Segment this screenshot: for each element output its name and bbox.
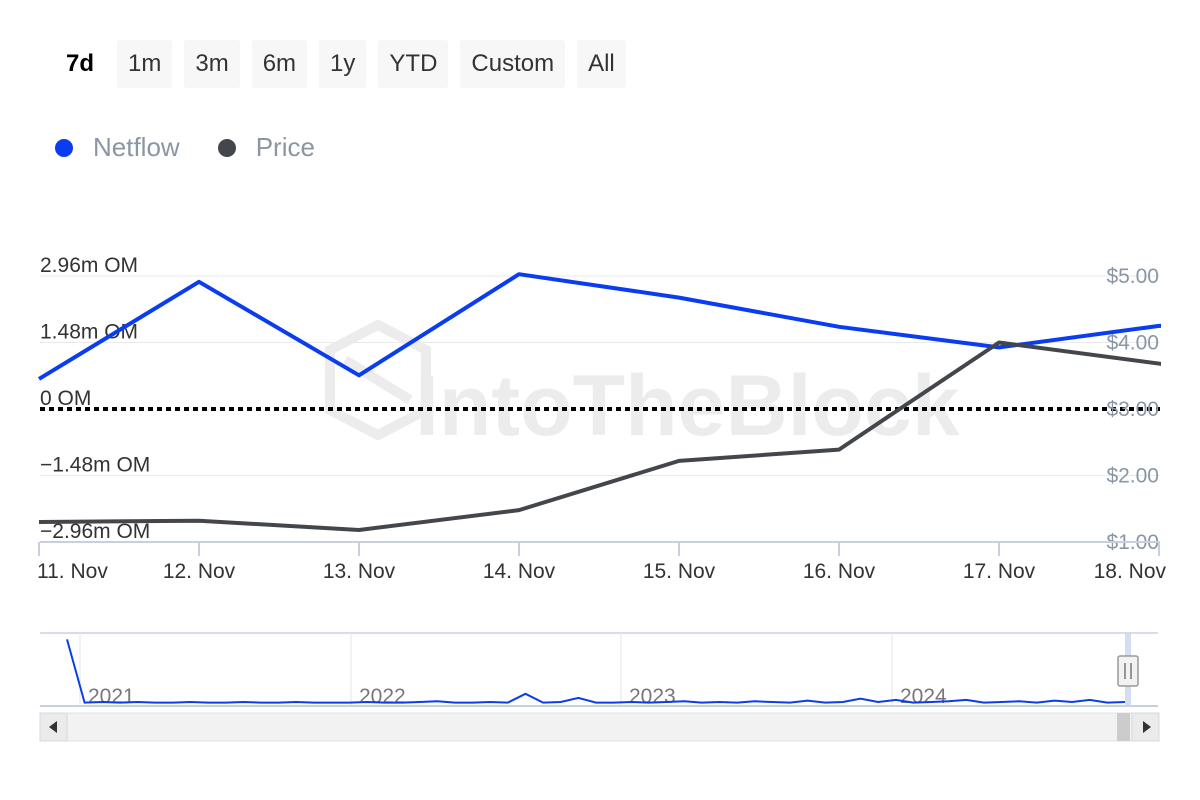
legend-item-netflow[interactable]: Netflow	[55, 132, 180, 163]
y-right-tick-label: $4.00	[1106, 332, 1159, 355]
y-left-tick-label: −2.96m OM	[40, 520, 150, 543]
watermark-text: IntoTheBlock	[415, 358, 960, 454]
range-button-1m[interactable]: 1m	[117, 40, 173, 88]
x-tick-label: 18. Nov	[1094, 560, 1167, 583]
navigator-year-label: 2023	[629, 685, 676, 708]
scrollbar[interactable]	[39, 712, 1160, 742]
series-line-price	[38, 340, 1192, 532]
x-tick-label: 13. Nov	[323, 560, 396, 583]
scroll-left-arrow-icon	[49, 721, 57, 733]
navigator-handle[interactable]	[1117, 655, 1139, 687]
navigator-year-label: 2021	[88, 685, 135, 708]
y-right-tick-label: $3.00	[1106, 398, 1159, 421]
plot-edge-mask	[1161, 250, 1200, 560]
range-button-6m[interactable]: 6m	[251, 40, 308, 88]
range-button-3m[interactable]: 3m	[184, 40, 240, 88]
navigator-handle-body	[1117, 655, 1139, 687]
range-button-7d[interactable]: 7d	[55, 40, 106, 88]
range-selector: 7d 1m 3m 6m 1y YTD Custom All	[55, 40, 626, 88]
range-button-custom[interactable]: Custom	[460, 40, 566, 88]
y-right-tick-label: $2.00	[1106, 465, 1159, 488]
x-tick-label: 17. Nov	[963, 560, 1036, 583]
x-tick-label: 15. Nov	[643, 560, 716, 583]
range-button-1y[interactable]: 1y	[319, 40, 367, 88]
scrollbar-thumb	[1117, 713, 1130, 741]
range-button-ytd[interactable]: YTD	[378, 40, 449, 88]
range-button-all[interactable]: All	[577, 40, 626, 88]
legend-marker-icon	[55, 138, 73, 157]
x-tick-label: 12. Nov	[163, 560, 236, 583]
scroll-right-arrow-icon	[1143, 721, 1151, 733]
chart-legend: Netflow Price	[55, 132, 315, 163]
navigator-year-label: 2024	[900, 685, 947, 708]
legend-marker-icon	[217, 138, 236, 157]
y-left-tick-label: −1.48m OM	[40, 454, 150, 477]
y-left-tick-label: 2.96m OM	[40, 254, 138, 277]
y-left-tick-label: 1.48m OM	[40, 321, 138, 344]
x-tick-label: 16. Nov	[803, 560, 876, 583]
legend-item-price[interactable]: Price	[217, 132, 315, 163]
y-left-tick-label: 0 OM	[40, 387, 91, 410]
watermark-logo-icon	[342, 355, 413, 405]
navigator-series-line	[66, 639, 1126, 704]
navigator-year-label: 2022	[359, 685, 406, 708]
legend-label: Netflow	[93, 132, 180, 162]
watermark: IntoTheBlock	[325, 319, 960, 454]
y-right-tick-label: $5.00	[1106, 265, 1159, 288]
x-tick-label: 14. Nov	[483, 560, 556, 583]
x-tick-label: 11. Nov	[37, 560, 108, 583]
scrollbar-track	[39, 712, 1160, 742]
legend-label: Price	[255, 132, 315, 162]
series-line-netflow	[37, 272, 1191, 381]
